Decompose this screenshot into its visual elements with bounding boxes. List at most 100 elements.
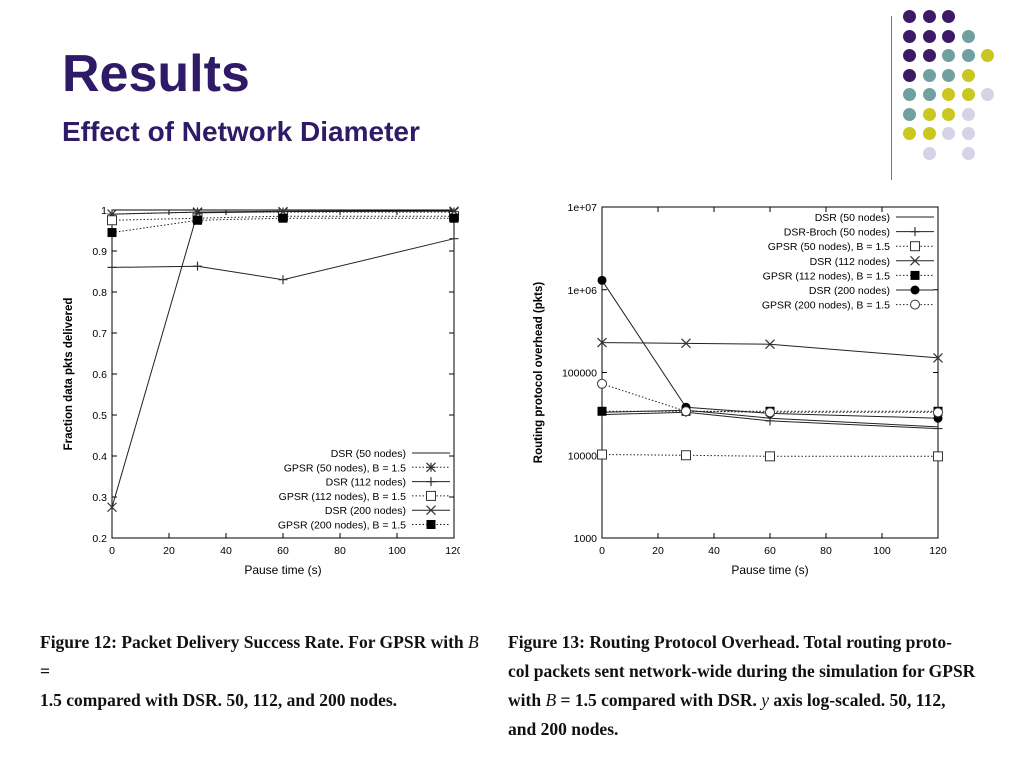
fig13-data-point: [681, 406, 691, 417]
fig13-legend-marker: [910, 270, 920, 280]
fig13-legend-entry: DSR (50 nodes): [815, 212, 890, 224]
fig12-x-tick-label: 60: [277, 545, 289, 557]
fig13-series-5: [597, 275, 943, 423]
fig13-var-y: y: [761, 690, 769, 710]
fig12-legend-entry: GPSR (200 nodes), B = 1.5: [278, 520, 406, 532]
fig13-x-tick-label: 0: [599, 545, 605, 557]
delivery-rate-chart: 0 20 40 60 80 100 120 0.2 0.3 0.4 0.5 0.6 0.7 0.8 0.9 1…: [60, 198, 460, 588]
fig13-data-point: [597, 337, 607, 348]
fig12-data-point: [278, 213, 288, 223]
slide-title: Results: [62, 45, 250, 103]
overhead-chart: 0 20 40 60 80 100 120 1000 10000 100000 1e+06 1e+07…: [530, 195, 960, 590]
fig12-legend-entry: DSR (50 nodes): [331, 448, 406, 460]
decorative-dot: [942, 49, 955, 62]
fig13-var-b: B: [545, 690, 557, 710]
decorative-dot: [903, 88, 916, 101]
decorative-dot: [922, 49, 936, 62]
fig12-plot-frame: [111, 209, 455, 539]
decorative-dot: [903, 107, 916, 121]
fig13-x-axis-label: Pause time (s): [731, 563, 808, 577]
fig12-legend-marker: [426, 477, 436, 487]
fig13-data-point: [933, 353, 943, 363]
fig12-data-point: [107, 209, 117, 220]
fig12-y-tick-label: 0.9: [92, 246, 107, 258]
fig13-data-point: [765, 339, 775, 350]
decorative-dot: [922, 29, 936, 43]
decorative-dot: [922, 127, 936, 140]
fig13-y-tick-label: 1e+06: [568, 285, 598, 297]
fig13-x-tick-label: 80: [820, 545, 832, 557]
fig12-x-tick-label: 0: [109, 545, 115, 557]
decorative-dot: [961, 127, 975, 140]
fig13-data-point: [765, 407, 775, 418]
fig13-series-line: [601, 280, 939, 419]
decorative-dot: [961, 49, 975, 62]
decorative-dot: [981, 49, 994, 62]
fig13-data-point: [597, 449, 607, 460]
fig13-data-point: [933, 424, 943, 434]
fig13-data-point: [681, 450, 691, 461]
fig13-y-axis-label: Routing protocol overhead (pkts): [533, 282, 545, 464]
fig13-series-line: [601, 454, 938, 457]
fig12-data-point: [449, 213, 459, 223]
fig12-series-line: [111, 238, 455, 281]
decorative-dot: [922, 10, 936, 23]
fig12-x-tick-label: 80: [334, 545, 346, 557]
fig12-var-b: B: [468, 632, 479, 652]
fig12-series-5: [107, 213, 459, 238]
fig13-data-point: [933, 407, 943, 418]
delivery-rate-chart-svg: 0 20 40 60 80 100 120 0.2 0.3 0.4 0.5 0.6 0.7 0.8 0.9 1…: [63, 205, 460, 577]
fig12-legend-marker: [426, 505, 436, 516]
fig13-x-tick-label: 40: [708, 545, 720, 557]
decorative-dot: [961, 107, 975, 121]
decorative-dot: [922, 68, 936, 82]
decorative-dot: [961, 68, 975, 82]
fig12-y-tick-label: 1: [101, 205, 107, 217]
decorative-dot: [942, 29, 955, 43]
fig13-legend-entry: GPSR (200 nodes), B = 1.5: [762, 300, 890, 312]
fig13-data-point: [597, 275, 607, 285]
figure-13-caption-line4: and 200 nodes.: [508, 719, 619, 739]
fig12-data-point: [107, 262, 117, 272]
fig12-legend-entry: GPSR (112 nodes), B = 1.5: [279, 491, 406, 503]
fig12-legend: DSR (50 nodes) GPSR (50 nodes), B = 1.5 DS…: [278, 448, 450, 532]
fig12-legend-entry: DSR (112 nodes): [326, 477, 406, 489]
fig13-y-tick-label: 100000: [562, 368, 597, 380]
fig13-data-point: [681, 338, 691, 349]
fig12-data-point: [193, 261, 202, 271]
fig13-legend-entry: GPSR (50 nodes), B = 1.5: [768, 241, 890, 253]
fig13-data-point: [597, 406, 607, 416]
fig13-y-tick-label: 1e+07: [568, 202, 598, 214]
fig12-series-line: [111, 211, 454, 215]
fig13-legend: DSR (50 nodes) DSR-Broch (50 nodes) GPSR (…: [762, 212, 934, 312]
fig13-legend-entry: GPSR (112 nodes), B = 1.5: [763, 270, 890, 282]
fig12-x-tick-label: 120: [445, 545, 460, 557]
fig12-data-point: [107, 228, 117, 238]
fig12-legend-marker: [426, 462, 436, 473]
fig13-line3-b: = 1.5 compared with DSR.: [556, 690, 762, 710]
fig13-y-tick-label: 10000: [568, 450, 597, 462]
fig12-legend-marker: [426, 520, 436, 529]
fig13-series-2: [597, 449, 943, 462]
fig13-x-tick-label: 100: [873, 545, 891, 557]
fig13-series-3: [597, 337, 943, 363]
figure-12-caption: Figure 12: Packet Delivery Success Rate.…: [40, 628, 490, 715]
fig12-series-2: [107, 234, 459, 285]
fig12-line1-text: Figure 12: Packet Delivery Success Rate.…: [40, 632, 469, 652]
fig13-series-line: [601, 383, 938, 413]
fig12-data-point: [193, 215, 202, 225]
fig12-data-point: [278, 275, 288, 285]
decorative-dot: [903, 29, 916, 43]
fig12-series-line: [111, 210, 455, 508]
figure-12-caption-line2: 1.5 compared with DSR. 50, 112, and 200 …: [40, 690, 398, 710]
decorative-dot: [922, 107, 936, 121]
fig13-legend-marker: [910, 227, 920, 237]
fig12-y-tick-label: 0.8: [92, 287, 107, 299]
fig12-y-tick-label: 0.3: [92, 492, 107, 504]
figure-13-caption-line2: col packets sent network-wide during the…: [508, 661, 976, 681]
fig13-line3-a: with: [508, 690, 546, 710]
decorative-dot: [942, 107, 955, 121]
decorative-dot: [922, 146, 936, 160]
figure-12-caption-line1: Figure 12: Packet Delivery Success Rate.…: [40, 628, 490, 686]
fig12-data-point: [107, 502, 117, 513]
